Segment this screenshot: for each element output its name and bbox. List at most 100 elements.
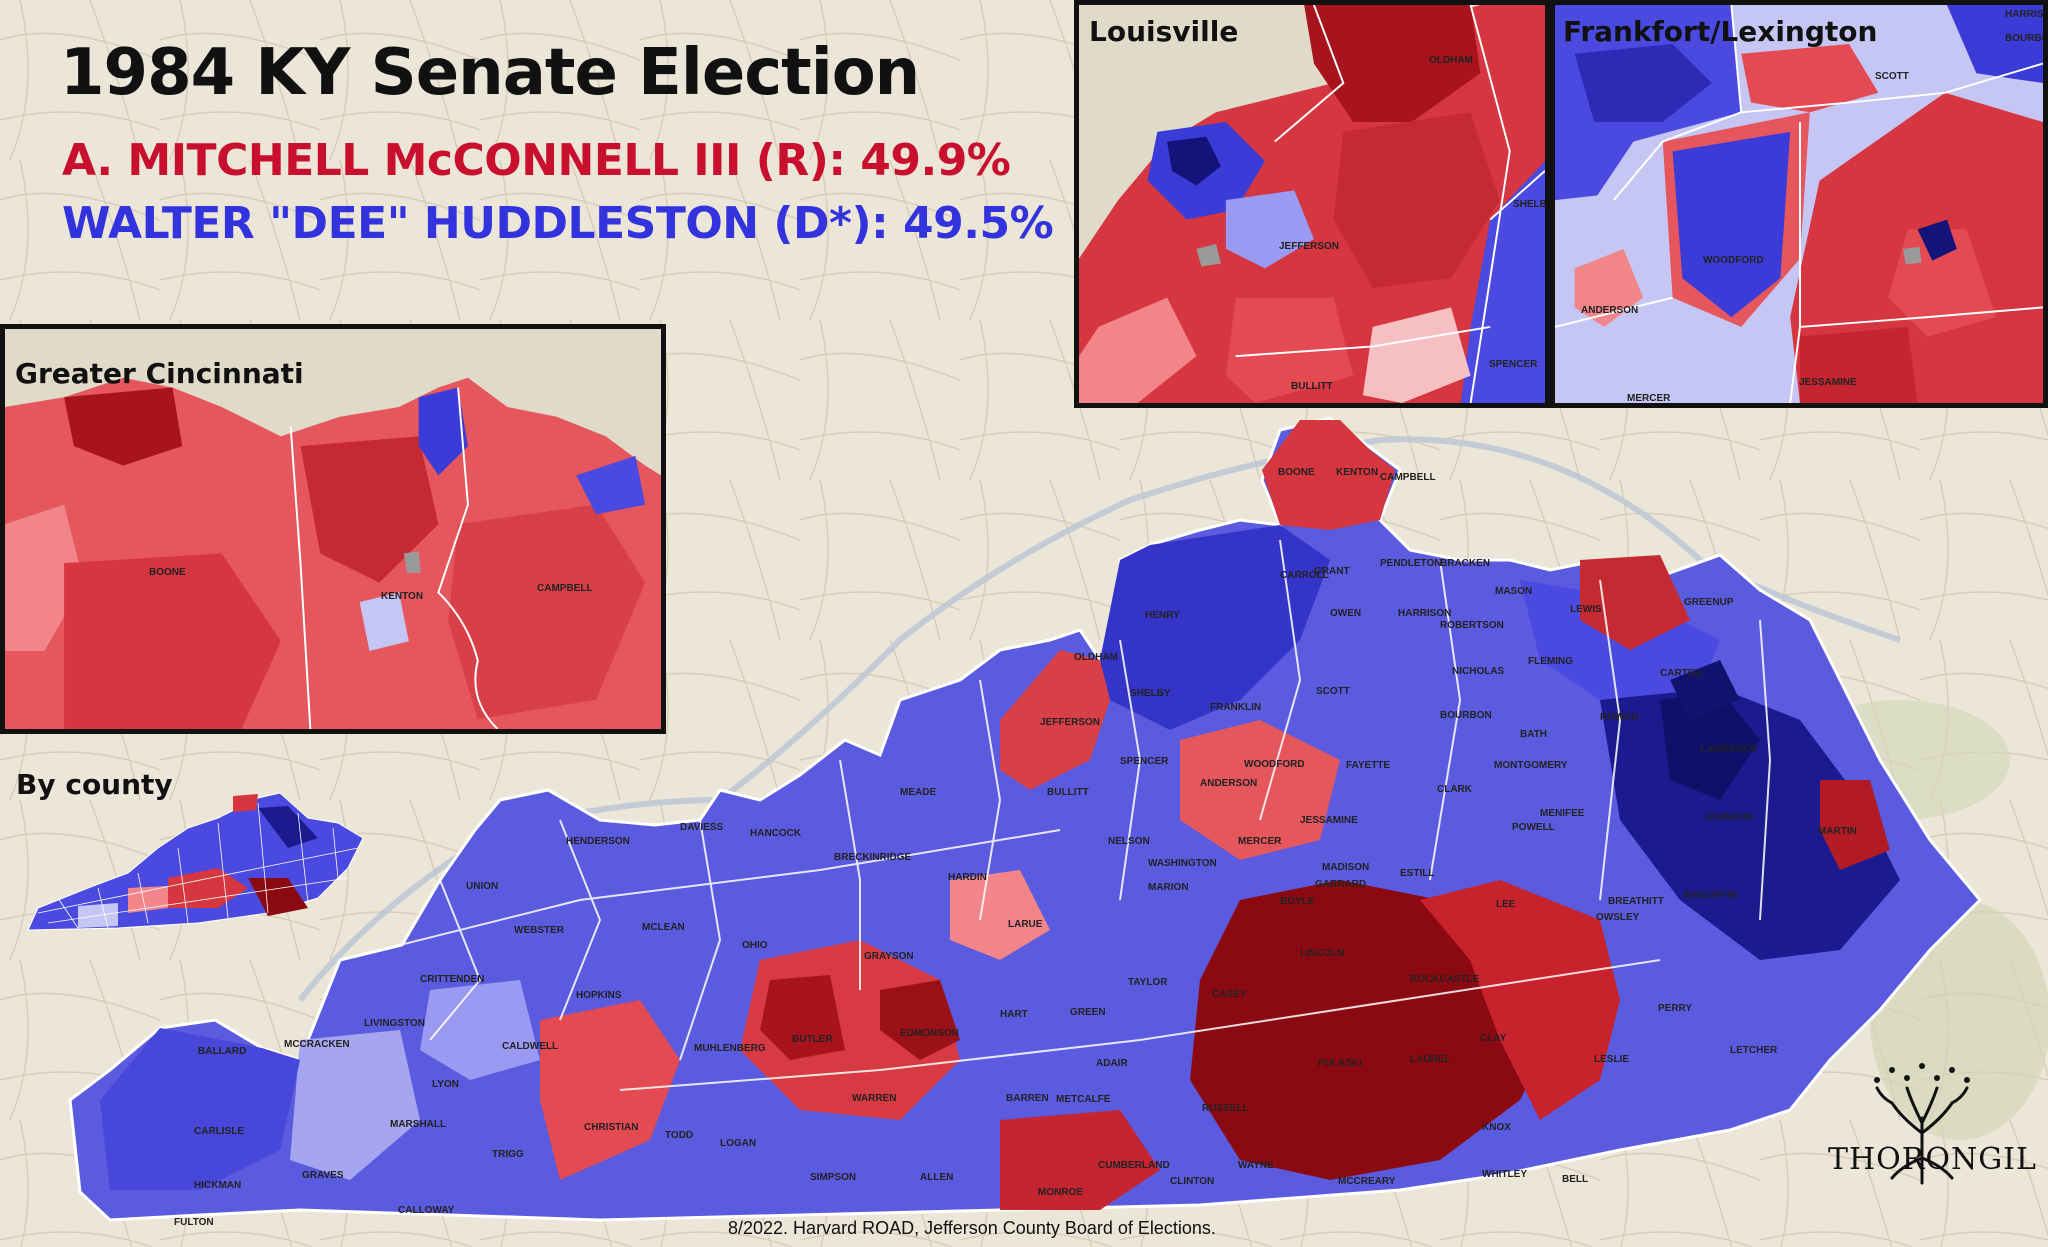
county-label: ROCKCASTLE	[1410, 974, 1480, 985]
county-label: EDMONSON	[900, 1028, 959, 1039]
county-label: HICKMAN	[194, 1180, 242, 1191]
county-label: BOONE	[1278, 467, 1315, 478]
county-label: JESSAMINE	[1300, 815, 1358, 826]
county-label: TODD	[665, 1130, 694, 1141]
county-label: CAMPBELL	[537, 583, 593, 594]
county-label: FULTON	[174, 1217, 214, 1228]
county-label: MEADE	[900, 787, 937, 798]
county-label: GREENUP	[1684, 597, 1734, 608]
county-label: KENTON	[381, 591, 424, 602]
region-edmonson-dark	[880, 980, 960, 1060]
county-label: CAMPBELL	[1380, 472, 1436, 483]
county-label: WHITLEY	[1482, 1169, 1527, 1180]
county-label: KENTON	[1336, 467, 1379, 478]
republican-result: A. MITCHELL McCONNELL III (R): 49.9%	[62, 135, 1011, 186]
county-label: MONROE	[1038, 1187, 1083, 1198]
county-label: SPENCER	[1489, 359, 1538, 370]
county-label: CALDWELL	[502, 1041, 559, 1052]
county-label: RUSSELL	[1202, 1103, 1249, 1114]
county-label: TAYLOR	[1128, 977, 1168, 988]
county-label: HARDIN	[948, 872, 987, 883]
region-se-red	[1420, 880, 1620, 1120]
county-label: MONTGOMERY	[1494, 760, 1568, 771]
county-label: BOYLE	[1280, 896, 1315, 907]
map-title: 1984 KY Senate Election	[60, 36, 920, 110]
county-label: CLAY	[1480, 1033, 1507, 1044]
county-label: PERRY	[1658, 1003, 1693, 1014]
county-label: MUHLENBERG	[694, 1043, 766, 1054]
county-label: ANDERSON	[1200, 778, 1258, 789]
frankfort-inset-title: Frankfort/Lexington	[1563, 15, 1878, 48]
region-martin-red	[1820, 780, 1890, 870]
region-pale-red	[950, 870, 1050, 960]
county-label: ADAIR	[1096, 1058, 1128, 1069]
county-label: CLINTON	[1170, 1176, 1215, 1187]
county-label: MASON	[1495, 586, 1533, 597]
county-label: BULLITT	[1291, 381, 1333, 392]
county-label: HOPKINS	[576, 990, 622, 1001]
county-label: WOODFORD	[1244, 759, 1305, 770]
county-label: DAVIESS	[680, 822, 724, 833]
democrat-result: WALTER "DEE" HUDDLESTON (D*): 49.5%	[62, 198, 1054, 249]
county-label: MARSHALL	[390, 1119, 447, 1130]
region-nky-red	[1262, 420, 1395, 530]
county-label: FLEMING	[1528, 656, 1573, 667]
county-label: ROBERTSON	[1440, 620, 1504, 631]
region-pale-blue	[290, 1030, 420, 1180]
county-label: BOURBON	[1440, 710, 1492, 721]
county-label: POWELL	[1512, 822, 1555, 833]
tree-logo-icon	[1874, 1063, 1970, 1185]
county-label: MARTIN	[1818, 826, 1857, 837]
county-label: SPENCER	[1120, 756, 1169, 767]
county-label: BRACKEN	[1440, 558, 1490, 569]
region-monroe-red	[1000, 1110, 1160, 1210]
county-label: CARROLL	[1280, 570, 1329, 581]
county-label: BREATHITT	[1608, 896, 1664, 907]
by-county-title: By county	[16, 768, 173, 801]
county-label: BULLITT	[1047, 787, 1089, 798]
county-label: BUTLER	[792, 1034, 833, 1045]
county-label: OWSLEY	[1596, 912, 1640, 923]
county-label: GARRARD	[1315, 879, 1367, 890]
cincinnati-inset: Greater Cincinnati BOONE KENTON CAMPBELL	[0, 324, 666, 734]
cincinnati-inset-title: Greater Cincinnati	[15, 357, 304, 390]
county-label: LETCHER	[1730, 1045, 1778, 1056]
county-label: SHELBY	[1513, 199, 1550, 210]
county-label: MCLEAN	[642, 922, 685, 933]
county-label: HENDERSON	[566, 836, 630, 847]
county-label: SIMPSON	[810, 1172, 857, 1183]
county-label: ESTILL	[1400, 868, 1435, 879]
county-label: LESLIE	[1594, 1054, 1630, 1065]
county-label: WOODFORD	[1703, 255, 1764, 266]
county-label: OHIO	[742, 940, 768, 951]
county-label: GRAVES	[302, 1170, 344, 1181]
county-label: BOURBON	[2005, 33, 2043, 44]
county-label: LOGAN	[720, 1138, 757, 1149]
frankfort-lexington-inset: Frankfort/Lexington SCOTT BOURBON WOODFO…	[1550, 0, 2048, 408]
region-jackson-purchase	[100, 1028, 300, 1190]
county-label: OLDHAM	[1429, 55, 1473, 66]
county-label: HARRISON	[2005, 9, 2044, 20]
county-label: LARUE	[1008, 919, 1043, 930]
county-label: LEE	[1496, 899, 1516, 910]
county-label: FAYETTE	[1346, 760, 1391, 771]
county-label: CLARK	[1437, 784, 1472, 795]
county-label: UNION	[466, 881, 499, 892]
county-label: JEFFERSON	[1040, 717, 1101, 728]
county-label: LAWRENCE	[1700, 744, 1758, 755]
county-label: BELL	[1562, 1174, 1589, 1185]
county-label: BATH	[1520, 729, 1548, 740]
region-elliott-dark	[1670, 660, 1740, 720]
county-label: ALLEN	[920, 1172, 954, 1183]
by-county-mini-map	[27, 792, 364, 931]
county-label: LAUREL	[1410, 1054, 1451, 1065]
county-lines	[339, 539, 1772, 1091]
county-label: CHRISTIAN	[584, 1122, 639, 1133]
county-label: CRITTENDEN	[420, 974, 485, 985]
cincinnati-inset-map	[5, 329, 661, 729]
county-label: FRANKLIN	[1210, 702, 1262, 713]
county-label: WEBSTER	[514, 925, 564, 936]
county-label: GRAYSON	[864, 951, 914, 962]
county-label: SCOTT	[1875, 71, 1909, 82]
county-label: OLDHAM	[1074, 652, 1118, 663]
